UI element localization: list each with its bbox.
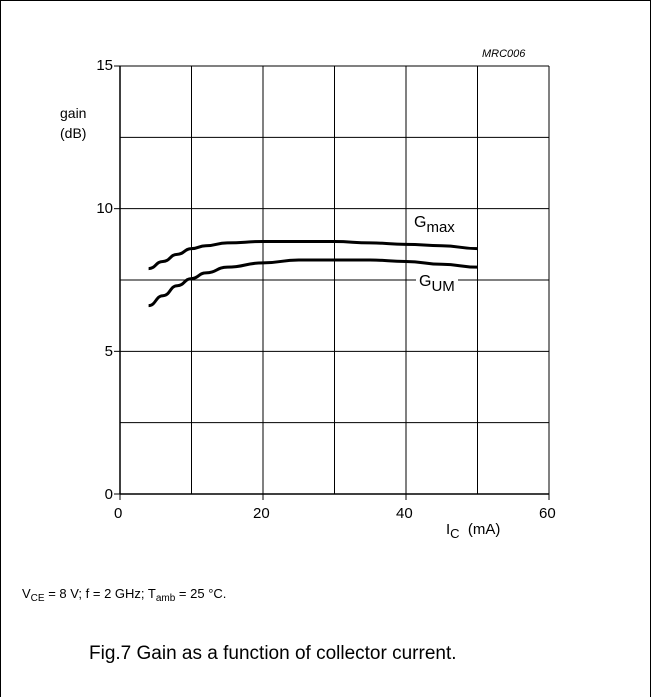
series-label-gmax: Gmax xyxy=(411,214,458,236)
conditions-text: = 8 V; f = 2 GHz; T xyxy=(44,586,156,601)
x-tick-label: 60 xyxy=(539,505,556,522)
x-tick-label: 40 xyxy=(396,505,413,522)
x-axis-label: IC (mA) xyxy=(446,521,500,541)
series-line-gmax xyxy=(148,239,478,271)
measurement-conditions: VCE = 8 V; f = 2 GHz; Tamb = 25 °C. xyxy=(22,586,226,604)
x-tick-label: 0 xyxy=(114,505,123,522)
x-axis-label-subscript: C xyxy=(450,526,460,541)
x-tick-label: 20 xyxy=(253,505,270,522)
series-label-gum-symbol: G xyxy=(419,273,432,290)
series-label-gmax-symbol: G xyxy=(414,214,427,231)
figure-reference: MRC006 xyxy=(482,48,526,60)
y-axis-label-line2: (dB) xyxy=(60,125,87,141)
axes xyxy=(114,65,550,500)
x-axis-label-unit: (mA) xyxy=(467,521,501,538)
figure-caption: Fig.7 Gain as a function of collector cu… xyxy=(89,643,457,664)
conditions-tamb-sub: amb xyxy=(155,593,176,604)
y-tick-label: 15 xyxy=(96,57,113,74)
y-tick-label: 0 xyxy=(104,486,113,503)
y-axis-label: gain (dB) xyxy=(60,103,86,143)
y-axis-label-line1: gain xyxy=(60,105,87,121)
y-tick-label: 10 xyxy=(96,200,113,217)
grid xyxy=(120,65,550,494)
series-line-gum xyxy=(148,258,478,308)
conditions-vce-sub: CE xyxy=(30,593,45,604)
series-label-gum: GUM xyxy=(416,273,458,295)
conditions-vce: V xyxy=(22,586,31,601)
series-label-gmax-subscript: max xyxy=(426,219,455,236)
series-label-gum-subscript: UM xyxy=(431,278,455,295)
x-axis-label-symbol: I xyxy=(446,521,451,538)
y-tick-label: 5 xyxy=(104,343,113,360)
conditions-tamb: = 25 °C. xyxy=(175,586,227,601)
series-group xyxy=(148,239,478,308)
